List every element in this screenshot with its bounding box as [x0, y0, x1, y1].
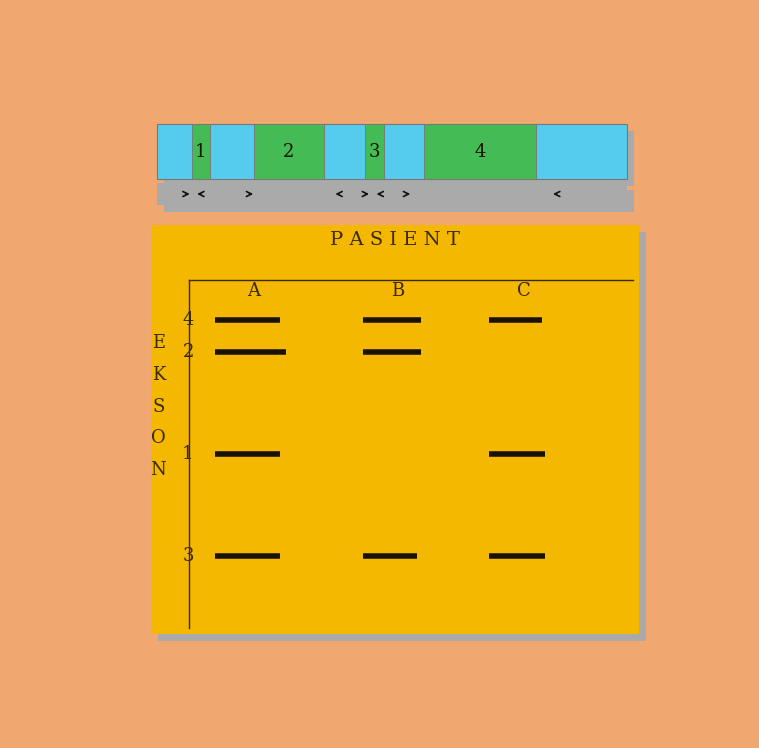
Text: C: C: [518, 282, 531, 301]
Text: 4: 4: [474, 143, 486, 161]
Text: B: B: [391, 282, 405, 301]
Bar: [192, 124, 209, 179]
Text: S: S: [153, 397, 165, 416]
Text: 3: 3: [182, 548, 194, 565]
Text: K: K: [152, 366, 165, 384]
Text: 2: 2: [283, 143, 294, 161]
Text: 4: 4: [182, 311, 194, 329]
Bar: [151, 225, 639, 634]
Bar: [424, 124, 536, 179]
Text: E: E: [152, 334, 165, 352]
Bar: [254, 124, 324, 179]
Text: 1: 1: [182, 445, 194, 463]
Text: O: O: [151, 429, 165, 447]
Text: 3: 3: [369, 143, 380, 161]
Bar: [158, 232, 646, 641]
Text: 2: 2: [182, 343, 194, 361]
Text: A: A: [247, 282, 260, 301]
Bar: [164, 190, 635, 212]
Bar: [164, 131, 635, 186]
Bar: [156, 124, 627, 179]
Text: 1: 1: [195, 143, 206, 161]
Text: N: N: [150, 461, 166, 479]
Text: P A S I E N T: P A S I E N T: [330, 230, 460, 248]
Bar: [366, 124, 384, 179]
Bar: [156, 183, 627, 205]
